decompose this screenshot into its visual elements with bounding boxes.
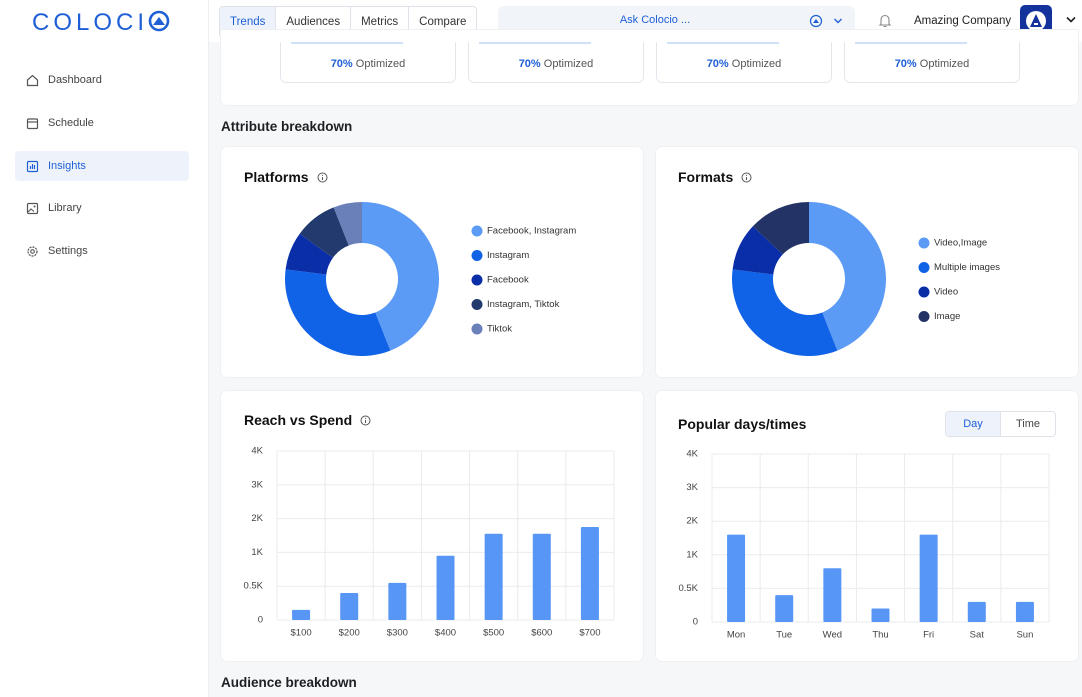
summary-label: Optimized bbox=[355, 58, 406, 70]
summary-label: Optimized bbox=[731, 58, 782, 70]
summary-card: 70% Optimized bbox=[280, 42, 456, 83]
nav-icon bbox=[27, 245, 38, 257]
chart-card bbox=[221, 391, 643, 661]
summary-value: 70% bbox=[330, 58, 353, 70]
logo[interactable]: COLOCI bbox=[32, 9, 170, 37]
search-placeholder: Ask Colocio ... bbox=[619, 14, 691, 26]
chart-title: Platforms bbox=[244, 169, 309, 185]
chevron[interactable] bbox=[1065, 15, 1077, 25]
chart-title: Popular days/times bbox=[678, 416, 807, 432]
logo-text: COLOCI bbox=[32, 9, 149, 36]
chart-title: Formats bbox=[678, 169, 734, 185]
summary-value: 70% bbox=[894, 58, 917, 70]
bell-icon[interactable] bbox=[878, 13, 892, 28]
header-overlay bbox=[0, 0, 1082, 42]
section-title: Attribute breakdown bbox=[221, 119, 353, 134]
toggle-option[interactable]: Day bbox=[946, 412, 1000, 436]
tab[interactable]: Compare bbox=[408, 7, 476, 37]
toggle-option[interactable]: Time bbox=[1000, 412, 1055, 436]
nav-icon bbox=[26, 202, 39, 214]
nav-icon bbox=[26, 74, 39, 86]
toggle: Day Time bbox=[945, 411, 1056, 437]
summary-value: 70% bbox=[518, 58, 541, 70]
nav-label: Insights bbox=[48, 160, 86, 172]
info-icon[interactable] bbox=[360, 415, 371, 426]
avatar-icon bbox=[1026, 11, 1046, 31]
info-icon[interactable] bbox=[741, 172, 752, 183]
chart-title: Reach vs Spend bbox=[244, 412, 353, 428]
tab[interactable]: Metrics bbox=[350, 7, 408, 37]
nav-label: Schedule bbox=[48, 117, 94, 129]
tab[interactable]: Audiences bbox=[275, 7, 350, 37]
nav-icon bbox=[26, 117, 39, 129]
nav-icon bbox=[26, 160, 39, 172]
nav-item[interactable]: Library bbox=[15, 193, 189, 223]
chart-title-row: Popular days/times bbox=[678, 416, 806, 432]
nav-label: Library bbox=[48, 202, 82, 214]
summary-label: Optimized bbox=[919, 58, 970, 70]
nav-item[interactable]: Schedule bbox=[15, 108, 189, 138]
company-name[interactable]: Amazing Company bbox=[914, 15, 1012, 27]
chart-title-row: Reach vs Spend bbox=[244, 412, 371, 428]
nav-label: Dashboard bbox=[48, 74, 102, 86]
chevron[interactable] bbox=[833, 16, 843, 26]
nav-item[interactable]: Settings bbox=[15, 236, 189, 266]
info-icon[interactable] bbox=[317, 172, 328, 183]
logo-icon bbox=[148, 10, 170, 32]
section-title: Audience breakdown bbox=[221, 675, 357, 690]
summary-value: 70% bbox=[706, 58, 729, 70]
nav-item[interactable]: Insights bbox=[15, 151, 189, 181]
summary-card: 70% Optimized bbox=[656, 42, 832, 83]
summary-label: Optimized bbox=[543, 58, 594, 70]
sidebar: COLOCI Dashboard Schedule Insights Libra… bbox=[0, 0, 209, 697]
summary-card: 70% Optimized bbox=[468, 42, 644, 83]
nav-label: Settings bbox=[48, 245, 88, 257]
chart-title-row: Formats bbox=[678, 169, 752, 185]
search-icon bbox=[809, 14, 823, 28]
summary-card: 70% Optimized bbox=[844, 42, 1020, 83]
nav-item[interactable]: Dashboard bbox=[15, 65, 189, 95]
chart-title-row: Platforms bbox=[244, 169, 328, 185]
